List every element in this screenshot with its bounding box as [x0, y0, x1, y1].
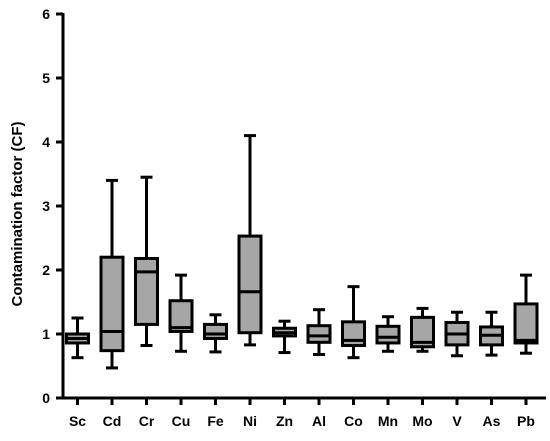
box-cd — [99, 178, 125, 370]
iqr-box — [134, 256, 159, 326]
x-tick-label: Al — [312, 413, 326, 429]
y-axis-title: Contamination factor (CF) — [9, 122, 26, 307]
box-ni — [237, 134, 263, 347]
y-tick-label: 3 — [42, 198, 50, 214]
box-co — [341, 285, 366, 360]
box-fe — [203, 313, 228, 354]
x-tick-label: Fe — [207, 413, 224, 429]
x-tick-label: Mn — [378, 413, 398, 429]
x-tick-label: As — [483, 413, 501, 429]
y-tick-label: 1 — [42, 326, 50, 342]
iqr-box — [410, 315, 435, 349]
iqr-box — [306, 324, 332, 344]
iqr-box — [99, 255, 125, 353]
box-mn — [375, 315, 401, 353]
box-cu — [168, 273, 194, 353]
iqr-box — [203, 322, 228, 340]
box-al — [306, 308, 332, 356]
iqr-box — [168, 299, 194, 333]
x-tick-label: Co — [344, 413, 363, 429]
y-tick-label: 4 — [42, 134, 50, 150]
x-tick-label: V — [452, 413, 462, 429]
y-tick-label: 5 — [42, 70, 50, 86]
box-sc — [65, 316, 90, 360]
x-tick-label: Pb — [517, 413, 535, 429]
y-tick-label: 0 — [42, 390, 50, 406]
y-axis: 0 1 2 3 4 5 6 — [42, 6, 65, 406]
y-tick-label: 6 — [42, 6, 50, 22]
box-cr — [134, 175, 159, 348]
iqr-box — [513, 302, 539, 345]
box-as — [479, 310, 504, 357]
box-mo — [410, 306, 435, 353]
x-tick-label: Cd — [103, 413, 122, 429]
x-tick-label: Zn — [276, 413, 293, 429]
box-series — [65, 134, 539, 370]
x-tick-label: Mo — [412, 413, 432, 429]
box-v — [444, 310, 470, 358]
box-pb — [513, 273, 539, 355]
iqr-box — [341, 320, 366, 348]
iqr-box — [375, 324, 401, 345]
x-tick-label: Cr — [139, 413, 155, 429]
box-zn — [272, 319, 297, 355]
y-tick-label: 2 — [42, 262, 50, 278]
x-tick-label: Cu — [172, 413, 191, 429]
x-tick-label: Ni — [243, 413, 257, 429]
iqr-box — [237, 234, 263, 335]
x-tick-label: Sc — [69, 413, 86, 429]
x-axis: Sc Cd Cr Cu Fe Ni Zn Al Co Mn Mo V As Pb — [61, 396, 546, 429]
